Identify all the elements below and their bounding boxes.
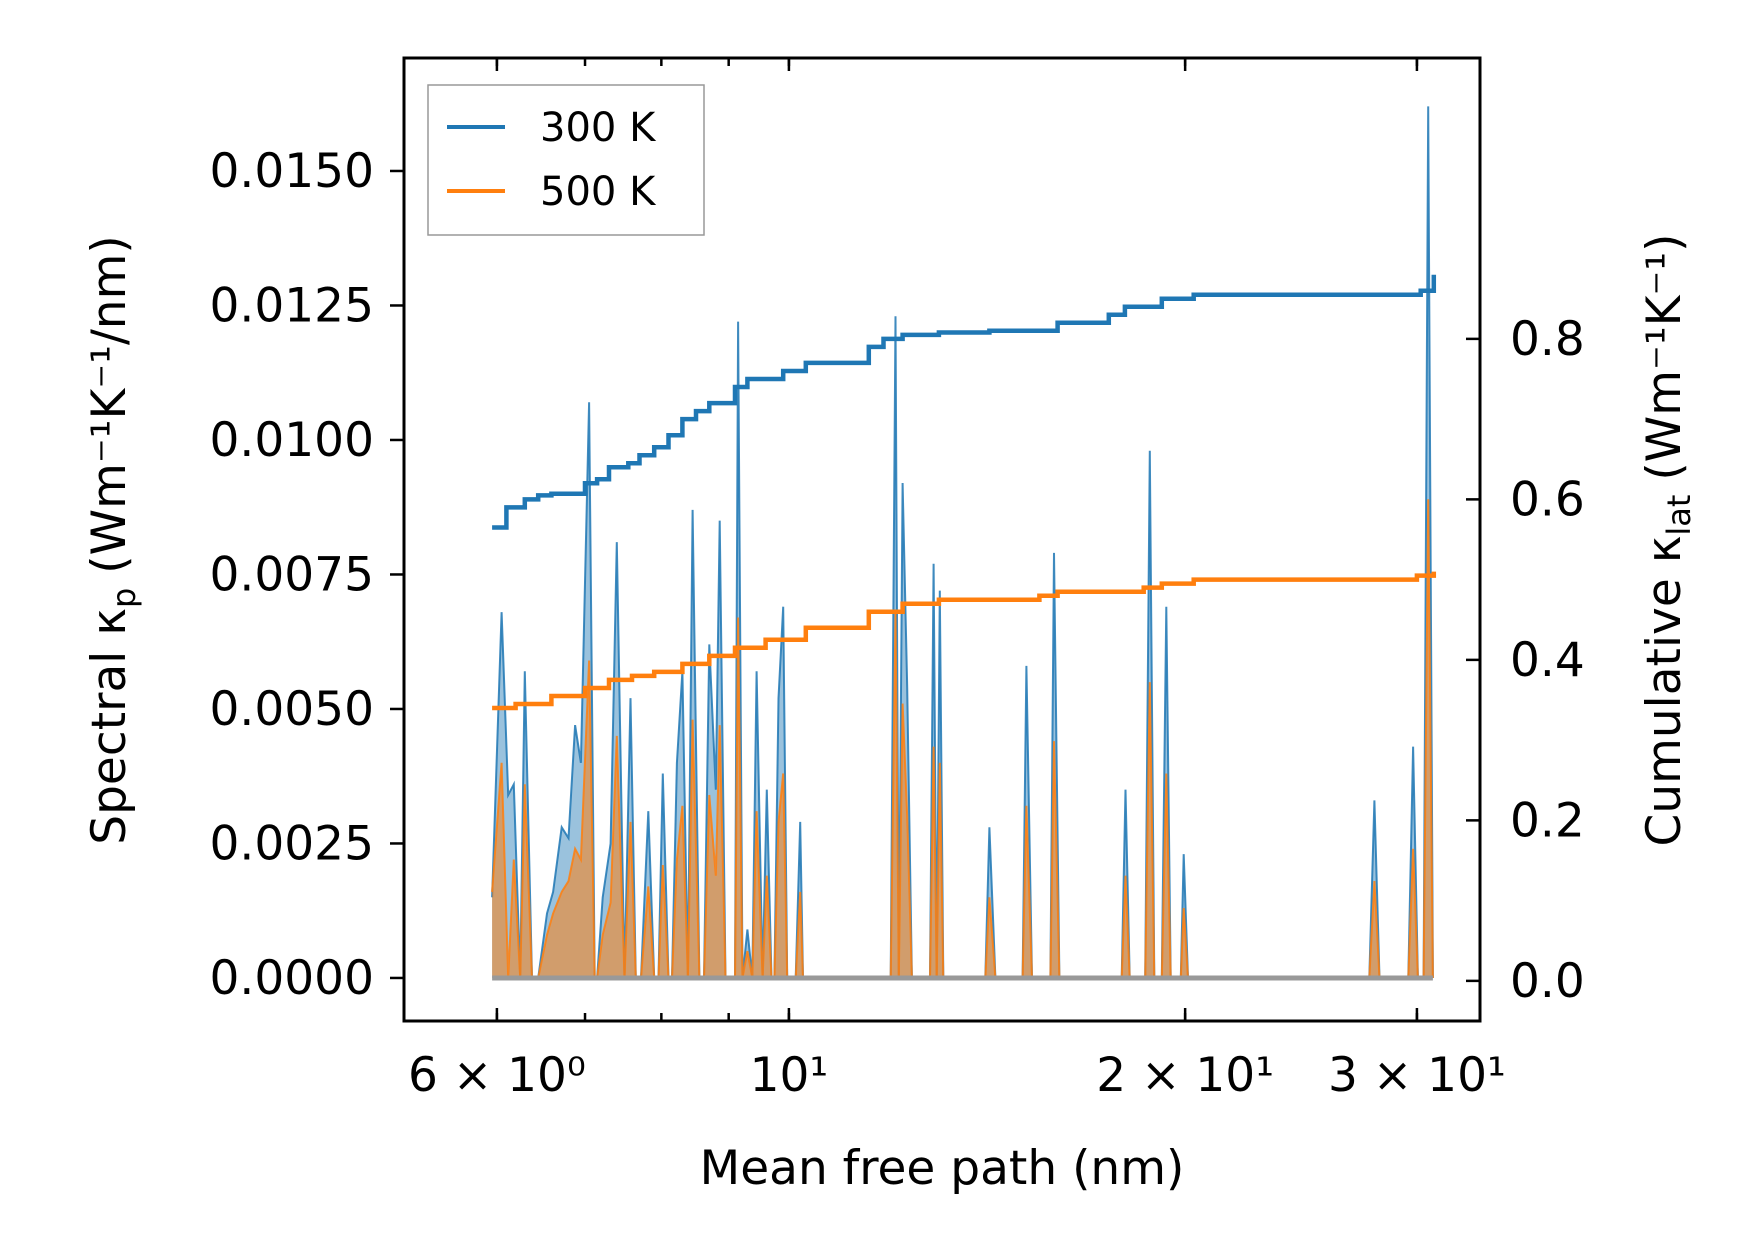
legend-label-300k: 300 K bbox=[540, 105, 657, 151]
x-tick-label: 2 × 10¹ bbox=[1096, 1048, 1274, 1103]
left-y-axis-label: Spectral κp (Wm⁻¹K⁻¹/nm) bbox=[82, 235, 143, 844]
left-y-axis-label-unit: (Wm⁻¹K⁻¹/nm) bbox=[82, 235, 137, 573]
right-y-axis-label-unit: (Wm⁻¹K⁻¹) bbox=[1637, 233, 1692, 480]
x-axis-label: Mean free path (nm) bbox=[700, 1141, 1185, 1196]
left-y-tick-label: 0.0100 bbox=[210, 413, 374, 468]
left-y-tick-label: 0.0150 bbox=[210, 144, 374, 199]
x-tick-label: 6 × 10⁰ bbox=[408, 1048, 586, 1103]
left-y-axis-label-sub: p bbox=[105, 588, 143, 608]
left-y-tick-label: 0.0050 bbox=[210, 682, 374, 737]
x-tick-label: 3 × 10¹ bbox=[1328, 1048, 1506, 1103]
right-y-tick-label: 0.2 bbox=[1510, 793, 1585, 848]
legend-box bbox=[427, 84, 705, 236]
right-y-tick-label: 0.6 bbox=[1510, 472, 1585, 527]
left-y-tick-label: 0.0075 bbox=[210, 547, 374, 602]
x-axis: 6 × 10⁰ 10¹ 2 × 10¹ 3 × 10¹ bbox=[408, 58, 1506, 1103]
cumulative-lines bbox=[492, 274, 1437, 711]
right-y-axis-label-main: Cumulative κ bbox=[1637, 536, 1692, 847]
legend: 300 K 500 K bbox=[427, 84, 705, 236]
spectral-fill-500k bbox=[492, 499, 1433, 978]
left-y-axis-label-main: Spectral κ bbox=[82, 608, 137, 845]
right-y-tick-label: 0.8 bbox=[1510, 312, 1585, 367]
right-y-axis: 0.0 0.2 0.4 0.6 0.8 bbox=[1466, 312, 1585, 1009]
x-tick-label: 10¹ bbox=[750, 1048, 829, 1103]
left-y-tick-label: 0.0000 bbox=[210, 951, 374, 1006]
left-y-axis: 0.0000 0.0025 0.0050 0.0075 0.0100 0.0125 0.01… bbox=[210, 144, 404, 1006]
left-y-tick-label: 0.0125 bbox=[210, 278, 374, 333]
legend-label-500k: 500 K bbox=[540, 169, 657, 215]
plot-frame bbox=[402, 56, 1482, 1023]
right-y-tick-label: 0.4 bbox=[1510, 633, 1585, 688]
cumulative-line-300k bbox=[492, 274, 1437, 530]
cumulative-line-500k bbox=[492, 571, 1437, 711]
right-y-axis-label: Cumulative κlat (Wm⁻¹K⁻¹) bbox=[1637, 233, 1698, 846]
right-y-tick-label: 0.0 bbox=[1510, 954, 1585, 1009]
spectral-fills bbox=[491, 106, 1434, 981]
right-y-axis-label-sub: lat bbox=[1660, 495, 1698, 536]
left-y-tick-label: 0.0025 bbox=[210, 816, 374, 871]
